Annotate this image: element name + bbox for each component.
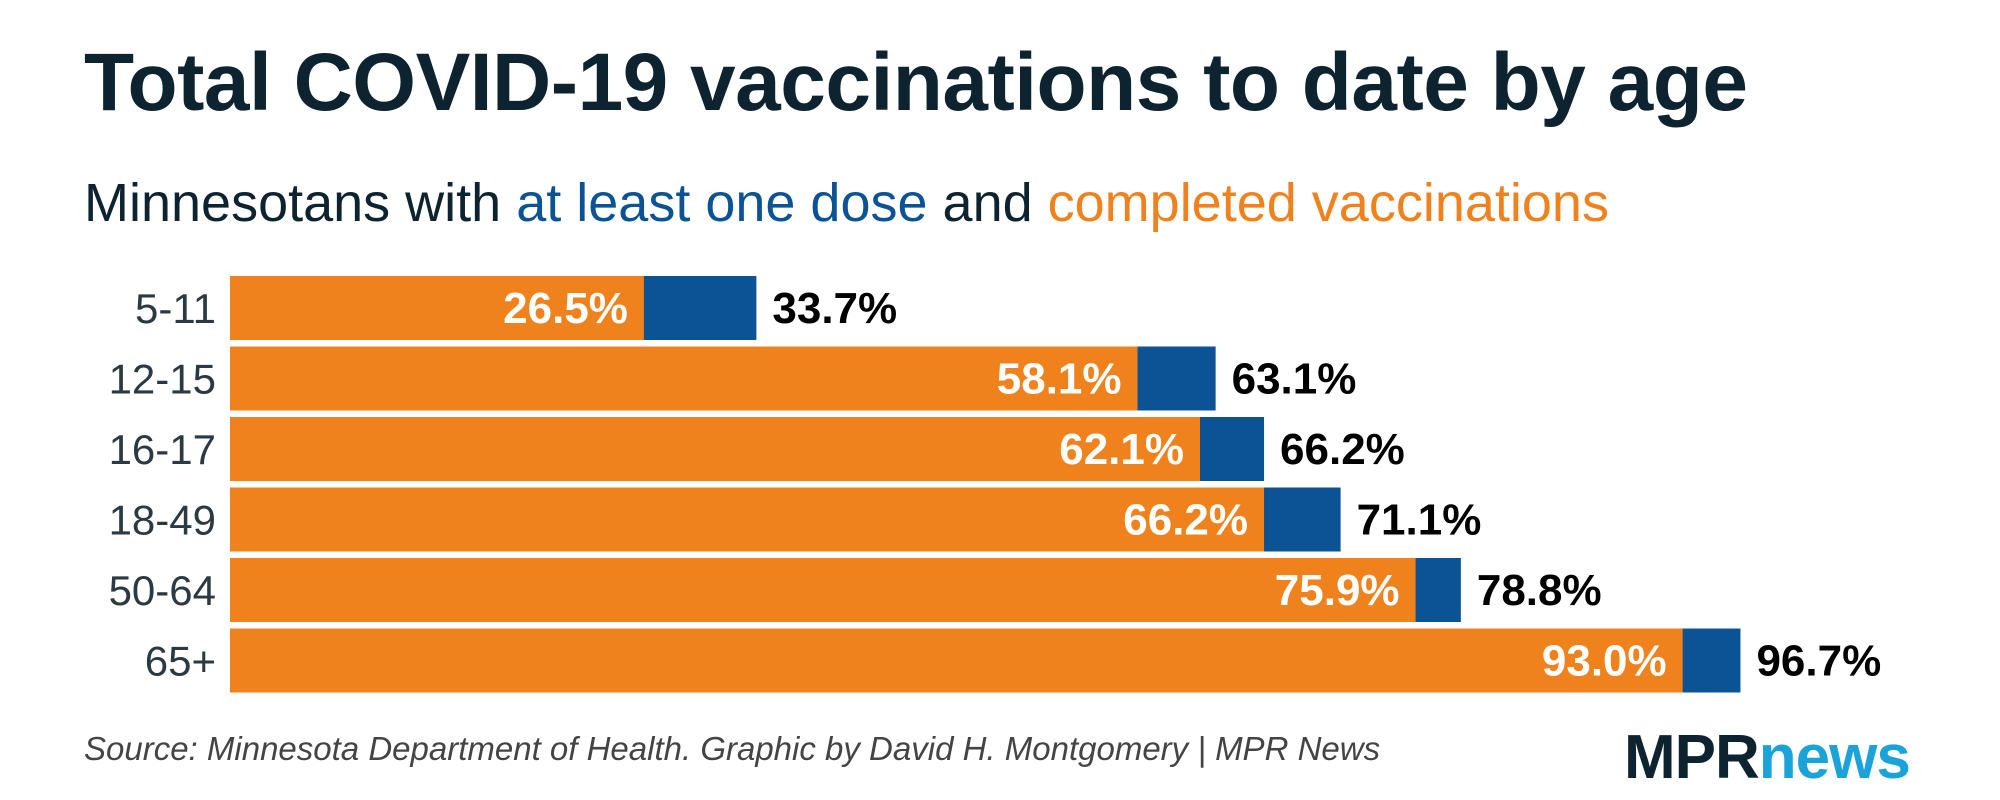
category-label: 16-17 xyxy=(109,426,216,473)
category-label: 5-11 xyxy=(135,285,216,332)
completed-value-label: 26.5% xyxy=(503,284,628,333)
bar-completed xyxy=(230,558,1416,622)
category-label: 18-49 xyxy=(109,497,216,544)
legend-completed-vaccinations: completed vaccinations xyxy=(1047,173,1609,233)
category-label: 50-64 xyxy=(109,567,216,614)
completed-value-label: 66.2% xyxy=(1123,496,1248,545)
dose-value-label: 63.1% xyxy=(1232,355,1357,404)
bar-completed xyxy=(230,417,1201,481)
logo-mpr: MPR xyxy=(1624,723,1760,792)
dose-value-label: 96.7% xyxy=(1756,637,1881,686)
dose-value-label: 78.8% xyxy=(1477,566,1602,615)
dose-value-label: 33.7% xyxy=(772,284,897,333)
completed-value-label: 62.1% xyxy=(1059,425,1184,474)
dose-value-label: 71.1% xyxy=(1357,496,1482,545)
completed-value-label: 93.0% xyxy=(1542,637,1667,686)
bar-completed xyxy=(230,346,1138,411)
subtitle-text-1: Minnesotans with xyxy=(84,173,517,233)
bar-completed xyxy=(230,487,1265,552)
source-note: Source: Minnesota Department of Health. … xyxy=(84,730,1381,767)
logo-news: news xyxy=(1758,723,1911,792)
chart-title: Total COVID-19 vaccinations to date by a… xyxy=(84,37,1748,128)
completed-value-label: 58.1% xyxy=(997,355,1122,404)
subtitle-text-2: and xyxy=(927,173,1048,233)
bar-completed xyxy=(230,276,644,340)
bar-completed xyxy=(230,628,1683,693)
chart-subtitle: Minnesotans with at least one dose and c… xyxy=(84,172,1609,234)
dose-value-label: 66.2% xyxy=(1280,425,1405,474)
legend-at-least-one-dose: at least one dose xyxy=(516,173,928,233)
category-label: 65+ xyxy=(145,638,216,685)
category-label: 12-15 xyxy=(109,356,216,403)
mpr-news-logo: MPRnews xyxy=(1624,722,1911,793)
completed-value-label: 75.9% xyxy=(1275,566,1400,615)
